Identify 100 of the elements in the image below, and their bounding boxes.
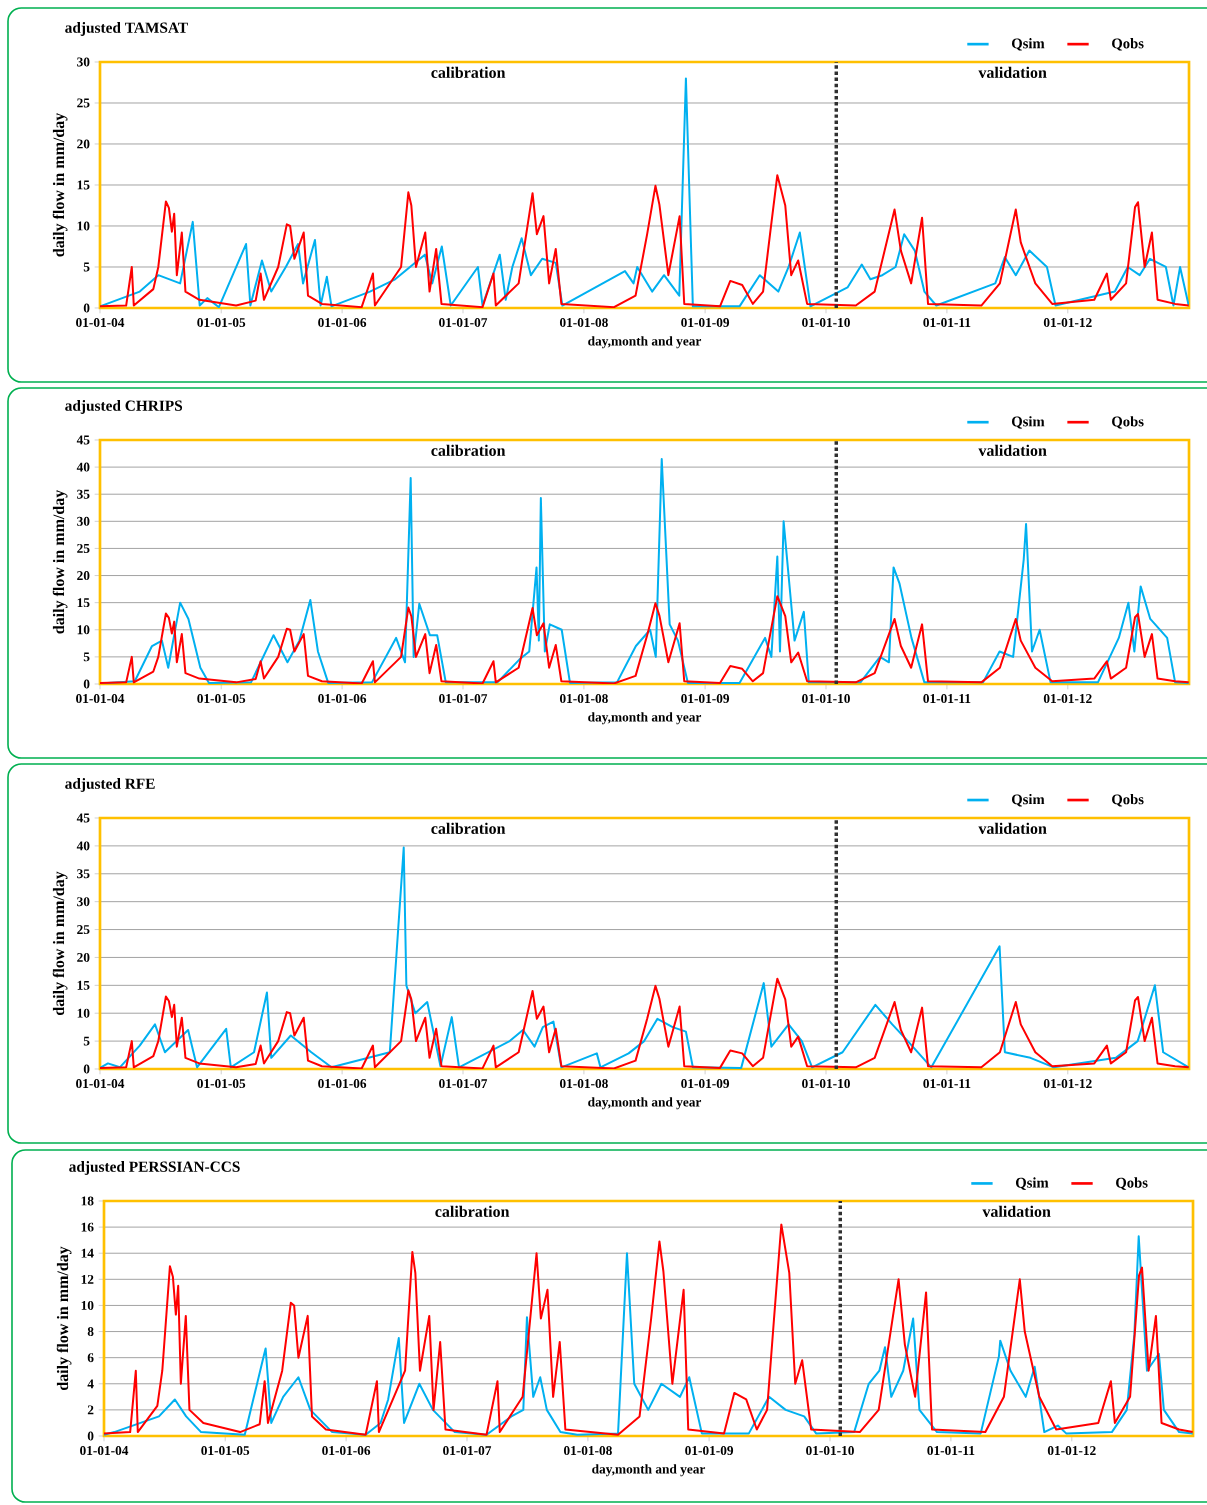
y-tick-label: 30	[77, 516, 90, 526]
x-tick-label: 01-01-08	[559, 694, 608, 704]
x-tick-label: 01-01-07	[439, 1079, 488, 1089]
y-tick-label: 15	[77, 980, 90, 990]
x-tick-label: 01-01-11	[927, 1446, 975, 1456]
y-tick-label: 18	[81, 1196, 94, 1206]
y-tick-label: 0	[83, 303, 90, 313]
x-tick-label: 01-01-07	[439, 694, 488, 704]
x-tick-label: 01-01-11	[923, 694, 971, 704]
annotation: validation	[978, 66, 1047, 78]
y-tick-label: 20	[77, 952, 90, 962]
y-tick-label: 45	[76, 435, 90, 445]
x-tick-label: 01-01-09	[681, 1079, 730, 1089]
y-tick-label: 25	[77, 98, 90, 108]
y-tick-label: 35	[77, 869, 90, 879]
x-tick-label: 01-01-12	[1043, 694, 1092, 704]
x-tick-label: 01-01-10	[802, 1079, 850, 1089]
y-tick-label: 15	[77, 180, 90, 190]
legend-label: Qobs	[1112, 416, 1144, 429]
line-series	[100, 595, 1190, 684]
y-tick-label: 10	[81, 1300, 94, 1310]
y-tick-label: 10	[77, 1008, 90, 1018]
x-tick-label: 01-01-06	[318, 1079, 367, 1089]
y-tick-label: 6	[87, 1353, 94, 1363]
x-tick-label: 01-01-09	[681, 694, 730, 704]
y-tick-label: 8	[87, 1327, 94, 1337]
line-series	[100, 977, 1190, 1069]
y-tick-label: 2	[87, 1405, 94, 1415]
legend-label: Qsim	[1011, 793, 1045, 807]
legend-label: Qobs	[1116, 1177, 1148, 1190]
annotation: calibration	[431, 66, 506, 78]
x-tick-label: 01-01-04	[76, 318, 125, 328]
line-series	[100, 174, 1190, 308]
chart-title: adjusted RFE	[65, 778, 155, 792]
x-tick-label: 01-01-04	[76, 1079, 125, 1089]
x-tick-label: 01-01-07	[443, 1446, 492, 1456]
x-tick-label: 01-01-07	[439, 318, 488, 328]
x-axis-title: day,month and year	[588, 336, 702, 349]
annotation: validation	[978, 822, 1047, 834]
y-tick-label: 25	[77, 543, 90, 553]
x-tick-label: 01-01-06	[318, 694, 367, 704]
x-tick-label: 01-01-08	[559, 1079, 608, 1089]
x-axis-title: day,month and year	[588, 1097, 702, 1110]
y-tick-label: 40	[76, 841, 90, 851]
legend-label: Qobs	[1112, 793, 1144, 807]
chart-title: adjusted PERSSIAN-CCS	[69, 1161, 240, 1175]
y-tick-label: 0	[83, 1064, 90, 1074]
x-tick-label: 01-01-08	[559, 318, 608, 328]
y-tick-label: 10	[77, 625, 90, 635]
x-tick-label: 01-01-12	[1047, 1446, 1096, 1456]
y-tick-label: 16	[81, 1222, 94, 1232]
y-tick-label: 30	[77, 897, 90, 907]
x-tick-label: 01-01-11	[923, 1079, 971, 1089]
x-tick-label: 01-01-05	[197, 694, 246, 704]
annotation: validation	[982, 1205, 1051, 1217]
x-tick-label: 01-01-05	[197, 318, 246, 328]
x-tick-label: 01-01-04	[76, 694, 125, 704]
x-tick-label: 01-01-10	[806, 1446, 854, 1456]
x-tick-label: 01-01-10	[802, 694, 850, 704]
y-tick-label: 20	[77, 571, 90, 581]
y-tick-label: 45	[76, 813, 90, 823]
y-tick-label: 30	[77, 57, 90, 67]
line-series	[100, 846, 1190, 1069]
annotation: calibration	[431, 444, 506, 456]
y-tick-label: 0	[83, 679, 90, 689]
x-axis-title: day,month and year	[592, 1464, 706, 1477]
legend-label: Qsim	[1011, 38, 1045, 51]
y-tick-label: 25	[77, 925, 90, 935]
annotation: validation	[978, 444, 1047, 456]
x-tick-label: 01-01-05	[201, 1446, 250, 1456]
y-axis-title: daily flow in mm/day	[52, 112, 68, 257]
y-tick-label: 5	[83, 262, 90, 272]
y-tick-label: 35	[77, 489, 90, 499]
y-tick-label: 4	[87, 1379, 94, 1389]
y-tick-label: 10	[77, 221, 90, 231]
y-tick-label: 5	[83, 1036, 90, 1046]
x-tick-label: 01-01-12	[1043, 1079, 1092, 1089]
x-tick-label: 01-01-10	[802, 318, 850, 328]
y-tick-label: 0	[87, 1431, 94, 1441]
chart-title: adjusted TAMSAT	[65, 22, 188, 36]
y-tick-label: 15	[77, 598, 90, 608]
x-tick-label: 01-01-08	[563, 1446, 612, 1456]
x-tick-label: 01-01-04	[80, 1446, 129, 1456]
annotation: calibration	[431, 822, 506, 834]
chart-title: adjusted CHRIPS	[65, 400, 183, 414]
legend-label: Qsim	[1011, 416, 1045, 429]
x-tick-label: 01-01-09	[681, 318, 730, 328]
x-tick-label: 01-01-09	[685, 1446, 734, 1456]
y-tick-label: 14	[81, 1248, 94, 1258]
y-axis-title: daily flow in mm/day	[52, 489, 68, 634]
x-tick-label: 01-01-11	[923, 318, 971, 328]
y-tick-label: 40	[76, 462, 90, 472]
y-tick-label: 20	[77, 139, 90, 149]
x-tick-label: 01-01-05	[197, 1079, 246, 1089]
y-tick-label: 12	[81, 1274, 94, 1284]
annotation: calibration	[435, 1205, 510, 1217]
x-tick-label: 01-01-12	[1043, 318, 1092, 328]
legend-label: Qsim	[1015, 1177, 1049, 1190]
y-axis-title: daily flow in mm/day	[56, 1246, 72, 1391]
x-axis-title: day,month and year	[588, 712, 702, 725]
